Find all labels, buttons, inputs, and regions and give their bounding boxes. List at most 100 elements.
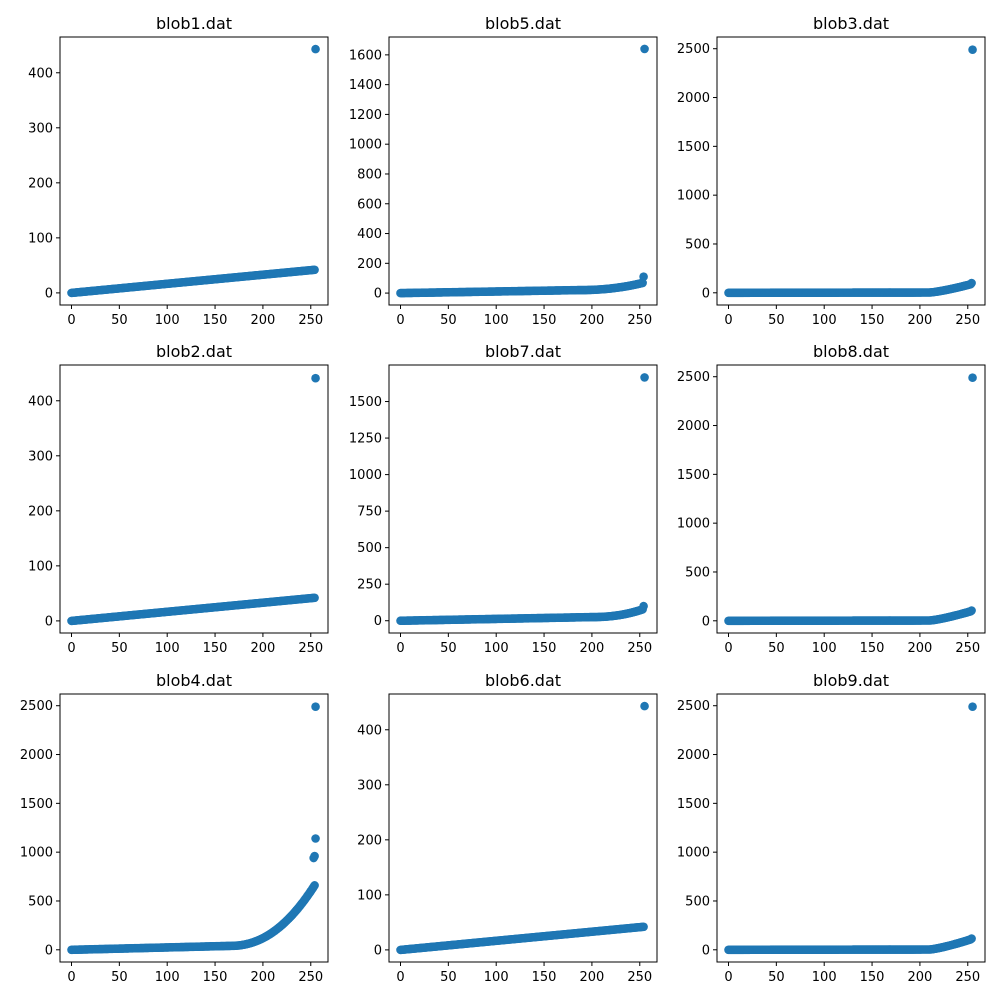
x-tick-label: 150 — [532, 970, 557, 985]
subplot-blob6: 0 50 100 150 200 250 0 100 200 300 400 blob6.dat — [357, 671, 658, 985]
y-tick-label: 0 — [702, 943, 710, 958]
y-tick-label: 0 — [45, 614, 53, 629]
y-tick-label: 200 — [357, 833, 382, 848]
data-point — [640, 373, 649, 382]
x-tick-label: 100 — [812, 313, 837, 328]
y-tick-label: 1200 — [349, 108, 382, 123]
scatter-points — [67, 702, 320, 955]
x-tick-label: 150 — [203, 970, 228, 985]
x-tick-label: 150 — [860, 641, 885, 656]
data-point — [639, 272, 648, 282]
x-tick-label: 250 — [955, 313, 980, 328]
y-tick-label: 1000 — [677, 846, 710, 861]
x-tick-label: 150 — [532, 641, 557, 656]
x-tick-label: 100 — [155, 641, 180, 656]
y-tick-label: 400 — [28, 66, 53, 81]
y-tick-label: 0 — [374, 943, 382, 958]
y-tick-label: 500 — [357, 541, 382, 556]
data-point — [311, 44, 320, 54]
data-point — [310, 265, 319, 275]
data-point — [640, 701, 649, 711]
data-point — [311, 702, 320, 711]
x-tick-label: 50 — [768, 641, 785, 656]
y-tick-label: 1500 — [677, 797, 710, 812]
subplot-blob7: 0 50 100 150 200 250 0 250 500 750 1000 1250 1500 blo… — [349, 342, 658, 656]
y-tick-label: 1500 — [20, 797, 53, 812]
x-tick-label: 150 — [203, 641, 228, 656]
data-point — [310, 593, 319, 603]
y-tick-label: 200 — [28, 504, 53, 519]
x-tick-label: 50 — [111, 641, 128, 656]
x-tick-label: 200 — [251, 313, 276, 328]
x-tick-label: 200 — [251, 641, 276, 656]
x-tick-label: 250 — [627, 641, 652, 656]
x-tick-label: 250 — [627, 970, 652, 985]
y-tick-label: 500 — [28, 894, 53, 909]
x-tick-label: 100 — [484, 313, 509, 328]
y-tick-label: 2500 — [677, 699, 710, 714]
y-tick-label: 800 — [357, 167, 382, 182]
y-tick-label: 2000 — [677, 91, 710, 106]
axes-frame — [388, 693, 658, 963]
x-tick-label: 0 — [724, 313, 732, 328]
y-tick-label: 300 — [357, 778, 382, 793]
x-tick-label: 0 — [396, 313, 404, 328]
x-tick-label: 150 — [532, 313, 557, 328]
subplot-blob9: 0 50 100 150 200 25005001000150020002500blob9… — [677, 671, 986, 985]
y-tick-label: 2000 — [677, 419, 710, 434]
axes-frame — [716, 36, 986, 306]
axes-frame — [59, 693, 329, 963]
x-tick-label: 50 — [111, 970, 128, 985]
x-tick-label: 100 — [155, 970, 180, 985]
subplot-blob1: 0 50 100 150 200 250 0 100 200 300 400 blob1.dat — [28, 14, 329, 328]
y-tick-label: 1000 — [20, 846, 53, 861]
x-tick-label: 50 — [111, 313, 128, 328]
x-tick-label: 50 — [440, 641, 457, 656]
x-tick-label: 200 — [580, 970, 605, 985]
scatter-points — [724, 373, 977, 626]
data-point — [639, 922, 648, 932]
subplot-blob8: 0 50 100 150 200 25005001000150020002500blob8… — [677, 342, 986, 656]
axes-frame — [59, 364, 329, 634]
data-point — [968, 702, 977, 711]
y-tick-label: 2500 — [20, 699, 53, 714]
y-tick-label: 500 — [685, 565, 710, 580]
x-tick-label: 250 — [298, 313, 323, 328]
x-tick-label: 200 — [580, 313, 605, 328]
scatter-points — [396, 701, 649, 955]
x-tick-label: 100 — [155, 313, 180, 328]
y-tick-label: 2500 — [677, 42, 710, 57]
data-point — [967, 934, 976, 943]
subplot-blob2: 0 50 100 150 200 250 0 100 200 300 400 blob2.dat — [28, 342, 329, 656]
x-tick-label: 100 — [484, 970, 509, 985]
subplot-blob3: 0 50 100 150 200 25005001000150020002500blob3… — [677, 14, 986, 328]
x-tick-label: 100 — [812, 641, 837, 656]
x-tick-label: 200 — [251, 970, 276, 985]
x-tick-label: 200 — [908, 313, 933, 328]
x-tick-label: 50 — [440, 970, 457, 985]
x-tick-label: 50 — [768, 313, 785, 328]
axes-frame — [716, 364, 986, 634]
scatter-points — [67, 44, 320, 298]
data-point — [311, 373, 320, 383]
axes-frame — [388, 364, 658, 634]
y-tick-label: 2500 — [677, 370, 710, 385]
y-tick-label: 2000 — [20, 748, 53, 763]
y-tick-label: 1000 — [677, 189, 710, 204]
y-tick-label: 250 — [357, 578, 382, 593]
y-tick-label: 1000 — [349, 138, 382, 153]
subplot-title: blob8.dat — [813, 342, 889, 361]
y-tick-label: 100 — [28, 559, 53, 574]
x-tick-label: 0 — [67, 313, 75, 328]
y-tick-label: 600 — [357, 197, 382, 212]
y-tick-label: 300 — [28, 121, 53, 136]
y-tick-label: 0 — [702, 286, 710, 301]
subplot-title: blob9.dat — [813, 671, 889, 690]
x-tick-label: 0 — [724, 970, 732, 985]
y-tick-label: 1500 — [677, 140, 710, 155]
y-tick-label: 400 — [357, 723, 382, 738]
data-point — [310, 881, 319, 890]
x-tick-label: 100 — [812, 970, 837, 985]
y-tick-label: 1250 — [349, 432, 382, 447]
